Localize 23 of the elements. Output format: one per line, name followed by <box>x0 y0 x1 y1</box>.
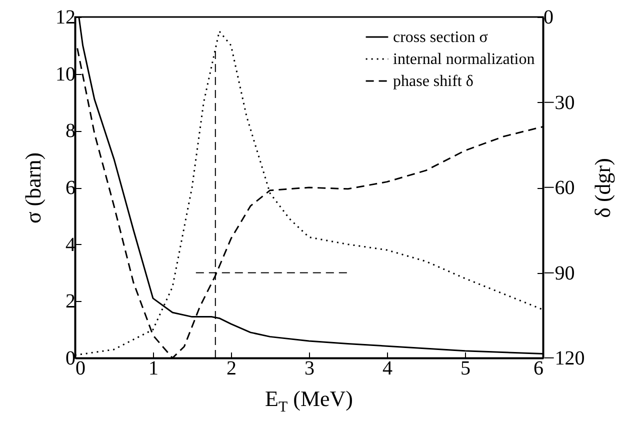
legend-label: internal normalization <box>393 51 535 68</box>
x-tick-label: 3 <box>304 358 314 380</box>
legend-label: phase shift δ <box>393 73 474 90</box>
y2-axis-title: δ (dgr) <box>590 158 615 218</box>
x-axis-title: E$_{T}$ (MeV) <box>265 386 353 416</box>
y2-tick-label: −60 <box>544 177 575 199</box>
y-tick-label: 8 <box>66 120 76 142</box>
y-tick-label: 12 <box>56 6 76 28</box>
y2-tick-label: 0 <box>544 6 554 28</box>
y2-tick-label: −120 <box>544 348 585 370</box>
y-tick-label: 10 <box>56 63 76 86</box>
x-tick-label: 5 <box>460 358 470 380</box>
y-tick-label: 2 <box>66 290 76 313</box>
x-tick-label: 1 <box>148 358 158 380</box>
x-tick-label: 4 <box>382 358 392 380</box>
x-tick-label: 2 <box>226 358 236 380</box>
y2-tick-label: −30 <box>544 92 575 114</box>
legend-label: cross section σ <box>393 29 488 46</box>
x-tick-label: 6 <box>534 358 544 380</box>
y2-tick-label: −90 <box>544 262 575 284</box>
y-axis-title: σ (barn) <box>20 152 46 224</box>
y-tick-label: 6 <box>66 177 76 199</box>
y-tick-label: 4 <box>66 234 76 256</box>
